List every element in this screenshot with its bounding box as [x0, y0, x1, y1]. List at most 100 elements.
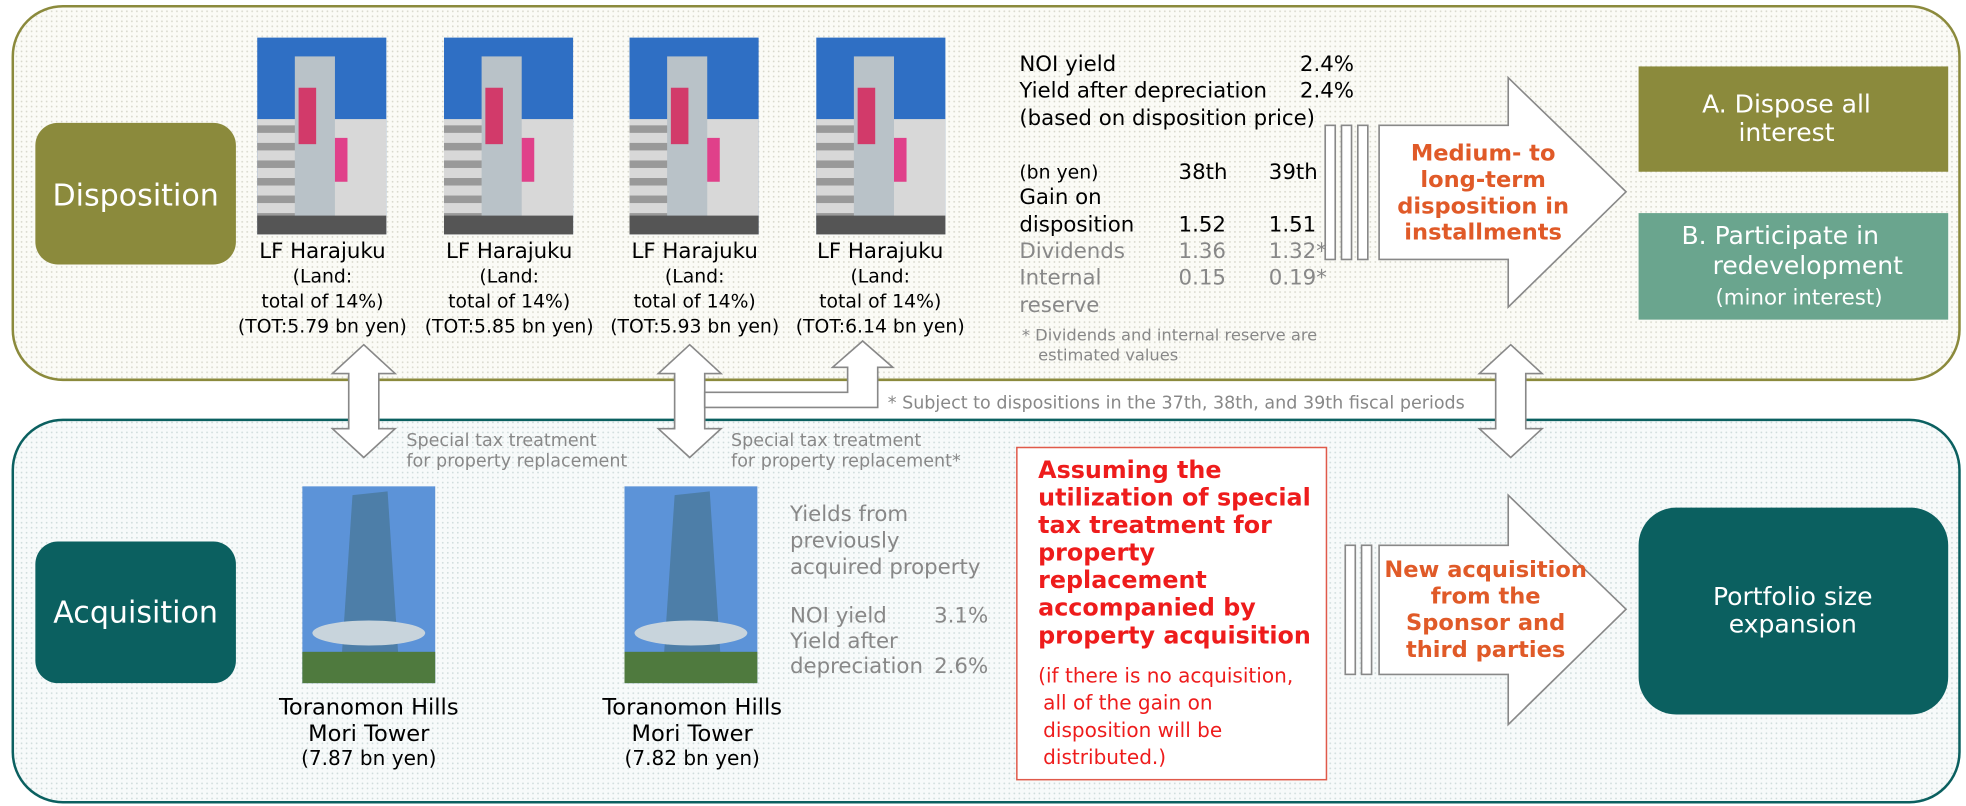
photo-ad — [670, 87, 689, 145]
assumption-text: Assuming the — [1038, 456, 1221, 484]
photo-window — [629, 160, 674, 168]
assumption-box — [1016, 446, 1328, 781]
property-detail: total of 14%) — [634, 292, 756, 313]
photo-tower — [294, 56, 335, 235]
outcome-text: redevelopment — [1713, 251, 1904, 280]
property-detail: (Land: — [665, 267, 725, 288]
property-name: Mori Tower — [308, 721, 430, 747]
property-detail: (TOT:6.14 bn yen) — [796, 317, 965, 338]
photo-tower — [667, 56, 708, 235]
photo-ad — [894, 137, 907, 182]
yield-value: 2.4% — [1300, 52, 1354, 77]
section-label: Disposition — [52, 178, 218, 213]
acquisition-panel — [11, 418, 1961, 804]
arrow-bar — [1344, 544, 1357, 676]
result-text: expansion — [1729, 609, 1857, 638]
arrow-bar — [1360, 544, 1373, 676]
yield-basis: (based on disposition price) — [1019, 106, 1315, 131]
table-header: (bn yen) — [1019, 162, 1098, 183]
table-row-label: disposition — [1019, 213, 1134, 238]
property-detail: (TOT:5.79 bn yen) — [238, 317, 407, 338]
property-detail: (Land: — [850, 267, 910, 288]
table-value: 1.52 — [1179, 213, 1226, 238]
photo-canopy — [634, 620, 748, 646]
arrow — [1378, 493, 1628, 727]
double-arrow — [656, 343, 724, 459]
outcome-text: A. Dispose all — [1702, 89, 1871, 118]
assumption-note: all of the gain on — [1043, 691, 1212, 715]
yield-value: 3.1% — [934, 604, 988, 629]
table-row-label: Gain on — [1019, 185, 1101, 210]
arrow-text: disposition in — [1397, 193, 1569, 219]
property-name: LF Harajuku — [446, 239, 572, 264]
assumption-text: accompanied by — [1038, 594, 1256, 622]
photo-tower — [481, 56, 522, 235]
photo-window — [816, 142, 861, 151]
outcome-text: interest — [1738, 118, 1834, 147]
table-header: 39th — [1269, 160, 1318, 185]
yield-value: 2.4% — [1300, 79, 1354, 104]
photo-window — [257, 177, 302, 186]
table-value: 1.51 — [1269, 213, 1316, 238]
outcome-b-box — [1638, 213, 1949, 320]
photo-street — [443, 215, 574, 235]
property-detail: total of 14%) — [261, 292, 383, 313]
photo-ad — [521, 137, 535, 182]
yield-label: NOI yield — [1019, 52, 1116, 77]
outcome-a-box — [1638, 66, 1949, 172]
photo-street — [257, 215, 387, 235]
property-detail: (TOT:5.85 bn yen) — [425, 317, 594, 338]
yield-label: Yield after — [789, 629, 898, 654]
table-row-label: Internal — [1019, 265, 1101, 290]
photo-trees — [302, 651, 436, 684]
tax-label: for property replacement — [406, 451, 627, 471]
photo-window — [257, 160, 302, 168]
photo-window — [629, 195, 674, 204]
photo-trees — [624, 651, 758, 684]
photo-ad — [857, 87, 876, 145]
disposition-box — [35, 122, 236, 265]
property-price: (7.82 bn yen) — [625, 746, 760, 770]
table-header: 38th — [1179, 160, 1228, 185]
assumption-note: distributed.) — [1043, 745, 1166, 769]
photo-window — [629, 142, 674, 151]
tax-label: Special tax treatment — [406, 431, 596, 451]
photo-window — [816, 160, 861, 168]
property-name: Mori Tower — [632, 721, 754, 747]
property-name: Toranomon Hills — [601, 695, 782, 721]
property-detail: total of 14%) — [448, 292, 570, 313]
property-name: LF Harajuku — [632, 239, 758, 264]
double-arrow — [1477, 343, 1545, 459]
photo-window — [257, 125, 302, 133]
photo-ad — [334, 137, 348, 182]
tax-label: Special tax treatment — [731, 431, 921, 451]
photo-tower — [853, 56, 895, 235]
arrow-text: installments — [1404, 220, 1562, 246]
note: * Subject to dispositions in the 37th, 3… — [888, 394, 1465, 414]
photo-window — [257, 195, 302, 204]
photo-canopy — [312, 620, 426, 646]
arrow-bar — [1340, 124, 1353, 261]
table-row-label: reserve — [1019, 293, 1099, 318]
property-name: LF Harajuku — [259, 239, 385, 264]
result-text: Portfolio size — [1713, 582, 1873, 611]
table-value: 0.15 — [1179, 265, 1226, 290]
yield-label: NOI yield — [790, 604, 887, 629]
property-name: Toranomon Hills — [278, 695, 459, 721]
table-value: 1.36 — [1179, 239, 1226, 264]
photo-window — [443, 195, 488, 204]
photo-window — [629, 125, 674, 133]
assumption-note: disposition will be — [1043, 718, 1222, 742]
yield-title: previously — [790, 529, 900, 554]
table-value: 0.19* — [1269, 265, 1327, 290]
arrow-text: New acquisition — [1384, 557, 1587, 583]
arrow-bar — [1324, 124, 1337, 261]
photo-street — [629, 215, 759, 235]
assumption-text: tax treatment for — [1038, 511, 1272, 539]
yield-value: 2.6% — [934, 654, 988, 679]
assumption-text: property acquisition — [1038, 621, 1311, 649]
property-detail: (TOT:5.93 bn yen) — [610, 317, 779, 338]
section-label: Acquisition — [53, 596, 218, 631]
assumption-note: (if there is no acquisition, — [1038, 663, 1293, 687]
